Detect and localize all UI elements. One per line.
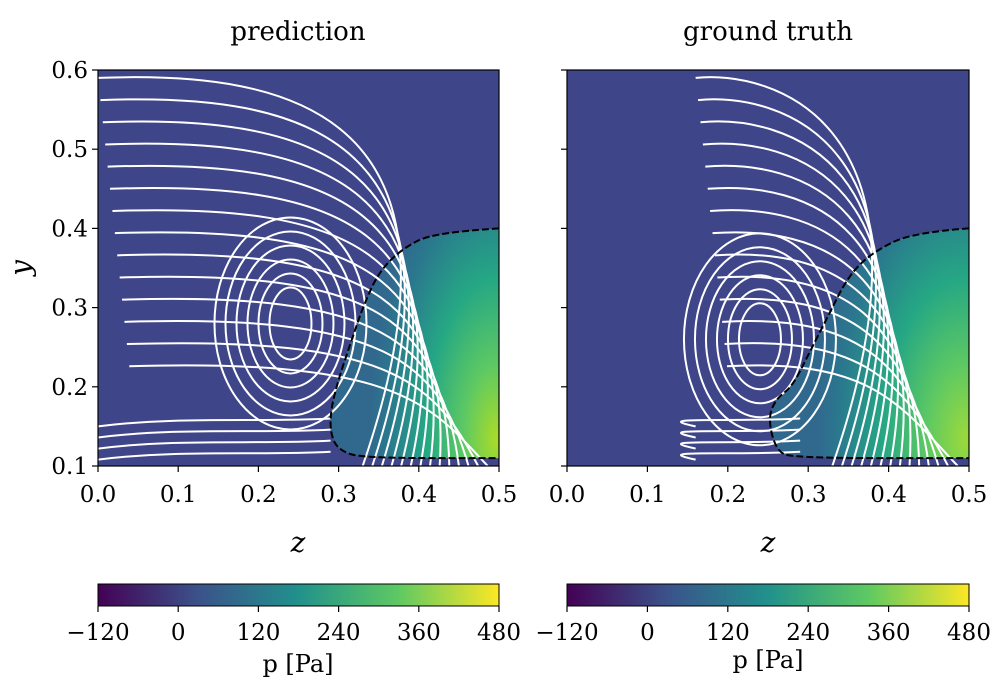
colorbar-tick-label: 360 (867, 620, 911, 646)
colorbar-ticks: −120 0 120 240 360 480 −120 0 120 240 360 480 (66, 606, 991, 646)
prediction-x-tick-label: 0.3 (320, 482, 357, 508)
ground-truth-vortex-loop (737, 302, 782, 377)
ground-truth-streamline (724, 342, 949, 466)
prediction-streamline (129, 364, 489, 466)
prediction-vortex-loop (246, 258, 335, 389)
ground-truth-streamline (680, 428, 801, 439)
prediction-panel (98, 70, 499, 466)
prediction-streamline (98, 450, 331, 461)
prediction-streamline (119, 275, 451, 466)
prediction-vortex-loop (257, 272, 324, 375)
prediction-streamline (98, 417, 331, 428)
prediction-streamline (102, 120, 410, 466)
prediction-x-axis-label: z (290, 526, 306, 559)
ground-truth-axis-ticks: 0.0 0.1 0.2 0.3 0.4 0.5 (549, 69, 988, 508)
colorbar-left-label: p [Pa] (262, 650, 333, 678)
ground-truth-streamline (700, 120, 881, 466)
ground-truth-frame (566, 69, 970, 467)
prediction-streamline (107, 164, 419, 466)
ground-truth-streamline (705, 164, 890, 466)
ground-truth-streamline (695, 76, 874, 466)
prediction-interface-line (329, 227, 499, 460)
colorbar-tick-label: 360 (397, 620, 441, 646)
prediction-streamline (98, 428, 331, 439)
prediction-y-tick-label: 0.2 (51, 375, 88, 401)
colorbar-tick-label: 240 (317, 620, 361, 646)
ground-truth-streamline (707, 187, 894, 466)
colorbar-tick-label: 120 (706, 620, 750, 646)
ground-truth-x-tick-label: 0.2 (710, 482, 747, 508)
colorbar-tick-label: 480 (477, 620, 521, 646)
ground-truth-vortex-loop (704, 260, 815, 419)
prediction-y-axis-label: y (4, 259, 37, 278)
colorbar-tick-label: 0 (640, 620, 655, 646)
ground-truth-x-tick-label: 0.1 (629, 482, 666, 508)
prediction-y-tick-label: 0.4 (51, 216, 88, 242)
prediction-streamline (98, 439, 331, 450)
ground-truth-vortex-loop (726, 288, 793, 391)
colorbar-right (566, 583, 970, 607)
panel-title-ground-truth: ground truth (683, 17, 853, 47)
prediction-vortex-loop (268, 286, 313, 361)
prediction-streamline (105, 142, 415, 466)
prediction-streamline (114, 231, 435, 466)
colorbar-tick-label: 120 (236, 620, 280, 646)
prediction-y-tick-label: 0.5 (51, 137, 88, 163)
ground-truth-vortex-loop (715, 274, 804, 405)
ground-truth-vortex-loop (682, 232, 837, 447)
prediction-vortex-loop (235, 244, 346, 403)
prediction-liquid-region (330, 70, 499, 459)
ground-truth-x-tick-label: 0.0 (549, 482, 586, 508)
prediction-x-tick-label: 0.0 (80, 482, 117, 508)
ground-truth-streamline (680, 450, 801, 461)
prediction-x-tick-label: 0.5 (481, 482, 518, 508)
ground-truth-streamline (719, 297, 930, 466)
prediction-axis-ticks: 0.0 0.1 0.2 0.3 0.4 0.50.10.20.30.40.50.6 (51, 58, 517, 508)
prediction-x-tick-label: 0.2 (240, 482, 277, 508)
prediction-vortex-loop (213, 216, 368, 431)
prediction-streamline (98, 76, 402, 466)
colorbar-tick-label: 0 (171, 620, 186, 646)
prediction-streamline (112, 209, 429, 466)
colorbar-tick-label: 480 (947, 620, 991, 646)
prediction-streamlines (98, 76, 489, 466)
prediction-streamline (117, 253, 442, 466)
prediction-y-tick-label: 0.3 (51, 296, 88, 322)
prediction-vortex-loop (224, 230, 357, 417)
ground-truth-panel (567, 70, 969, 466)
colorbar-tick-label: −120 (535, 620, 598, 646)
ground-truth-x-tick-label: 0.5 (951, 482, 988, 508)
prediction-frame (97, 69, 500, 467)
ground-truth-streamlines (680, 76, 959, 466)
ground-truth-streamline (697, 98, 877, 466)
ground-truth-interface-line (769, 227, 969, 460)
ground-truth-streamline (726, 364, 959, 466)
ground-truth-x-axis-label: z (760, 526, 776, 559)
colorbar-tick-label: −120 (66, 620, 129, 646)
ground-truth-x-tick-label: 0.3 (790, 482, 827, 508)
colorbar-tick-label: 240 (786, 620, 830, 646)
ground-truth-streamline (710, 209, 899, 466)
prediction-y-tick-label: 0.6 (51, 58, 88, 84)
prediction-x-tick-label: 0.1 (160, 482, 197, 508)
prediction-x-tick-label: 0.4 (401, 482, 438, 508)
colorbar-right-label: p [Pa] (732, 646, 803, 674)
ground-truth-liquid-region (770, 70, 969, 459)
prediction-streamline (126, 342, 480, 466)
colorbar-left (97, 583, 500, 607)
prediction-y-tick-label: 0.1 (51, 454, 88, 480)
panel-title-prediction: prediction (230, 17, 365, 47)
ground-truth-x-tick-label: 0.4 (870, 482, 907, 508)
prediction-streamline (100, 98, 406, 466)
ground-truth-streamline (680, 417, 801, 428)
